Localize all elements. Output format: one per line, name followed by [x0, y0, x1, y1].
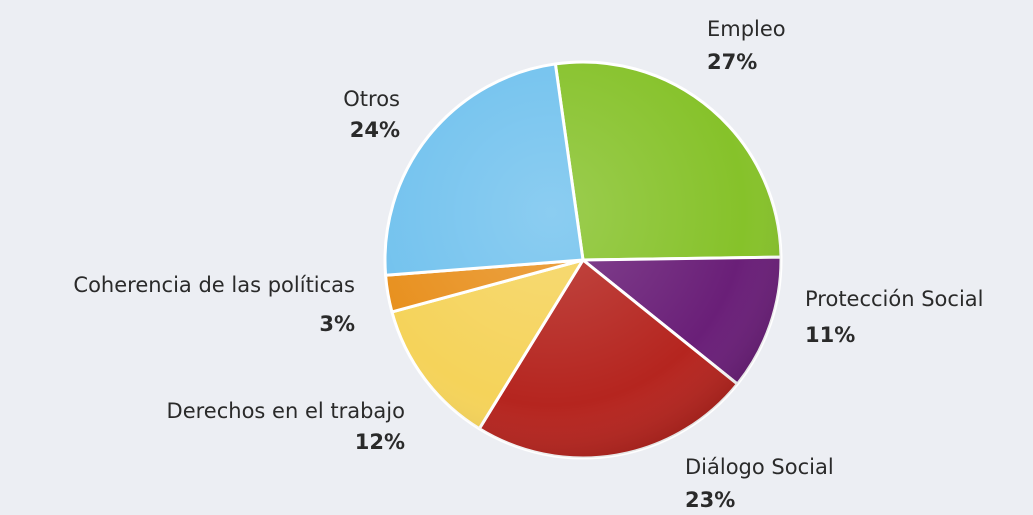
slice-label: Empleo: [707, 17, 786, 41]
slice-label: Diálogo Social: [685, 455, 834, 479]
pie: [383, 60, 783, 460]
slice-value-label: 12%: [355, 430, 405, 454]
slice-value-label: 27%: [707, 50, 757, 74]
slice-label: Derechos en el trabajo: [167, 399, 405, 423]
slice-label: Protección Social: [805, 287, 984, 311]
slice-value-label: 23%: [685, 488, 735, 512]
slice-value-label: 24%: [350, 118, 400, 142]
slice-label: Coherencia de las políticas: [73, 273, 355, 297]
slice-value-label: 3%: [319, 312, 355, 336]
slice-label: Otros: [343, 87, 400, 111]
slice-value-label: 11%: [805, 323, 855, 347]
